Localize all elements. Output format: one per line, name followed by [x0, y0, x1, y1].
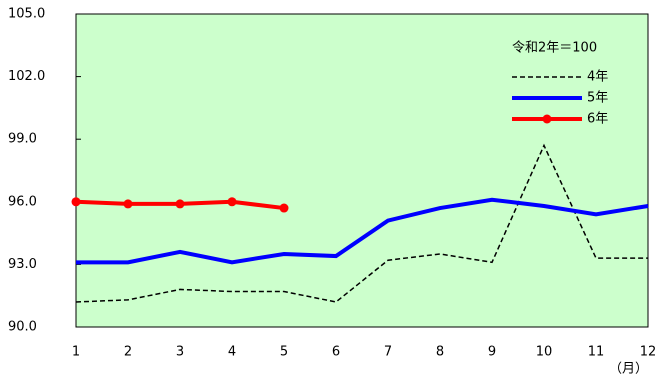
x-tick-label: 7: [384, 345, 392, 360]
x-tick-label: 10: [536, 345, 553, 360]
x-tick-label: 3: [176, 345, 184, 360]
x-tick-label: 8: [436, 345, 444, 360]
y-tick-label: 90.0: [8, 320, 37, 335]
legend-label: 4年: [587, 70, 608, 85]
x-axis-unit: （月）: [609, 362, 648, 377]
x-tick-label: 11: [588, 345, 605, 360]
x-tick-label: 12: [640, 345, 657, 360]
point: [175, 199, 185, 209]
point: [123, 199, 133, 209]
y-tick-label: 102.0: [8, 69, 45, 84]
point: [227, 197, 237, 207]
point: [279, 203, 289, 213]
x-tick-label: 2: [124, 345, 132, 360]
y-tick-label: 99.0: [8, 132, 37, 147]
note: 令和2年＝100: [512, 41, 597, 56]
x-tick-label: 5: [280, 345, 288, 360]
plot-area: [75, 13, 649, 328]
series-line: [75, 143, 648, 303]
x-tick-label: 9: [488, 345, 496, 360]
x-tick-label: 1: [72, 345, 80, 360]
x-tick-label: 6: [332, 345, 340, 360]
series-line: [76, 197, 649, 265]
legend-label: 5年: [587, 91, 608, 106]
y-tick-label: 96.0: [8, 194, 37, 209]
legend-label: 6年: [587, 112, 608, 127]
y-tick-label: 93.0: [8, 257, 37, 272]
y-tick-label: 105.0: [8, 7, 45, 22]
point: [71, 197, 81, 207]
legend-marker: [542, 114, 552, 124]
x-tick-label: 4: [228, 345, 236, 360]
